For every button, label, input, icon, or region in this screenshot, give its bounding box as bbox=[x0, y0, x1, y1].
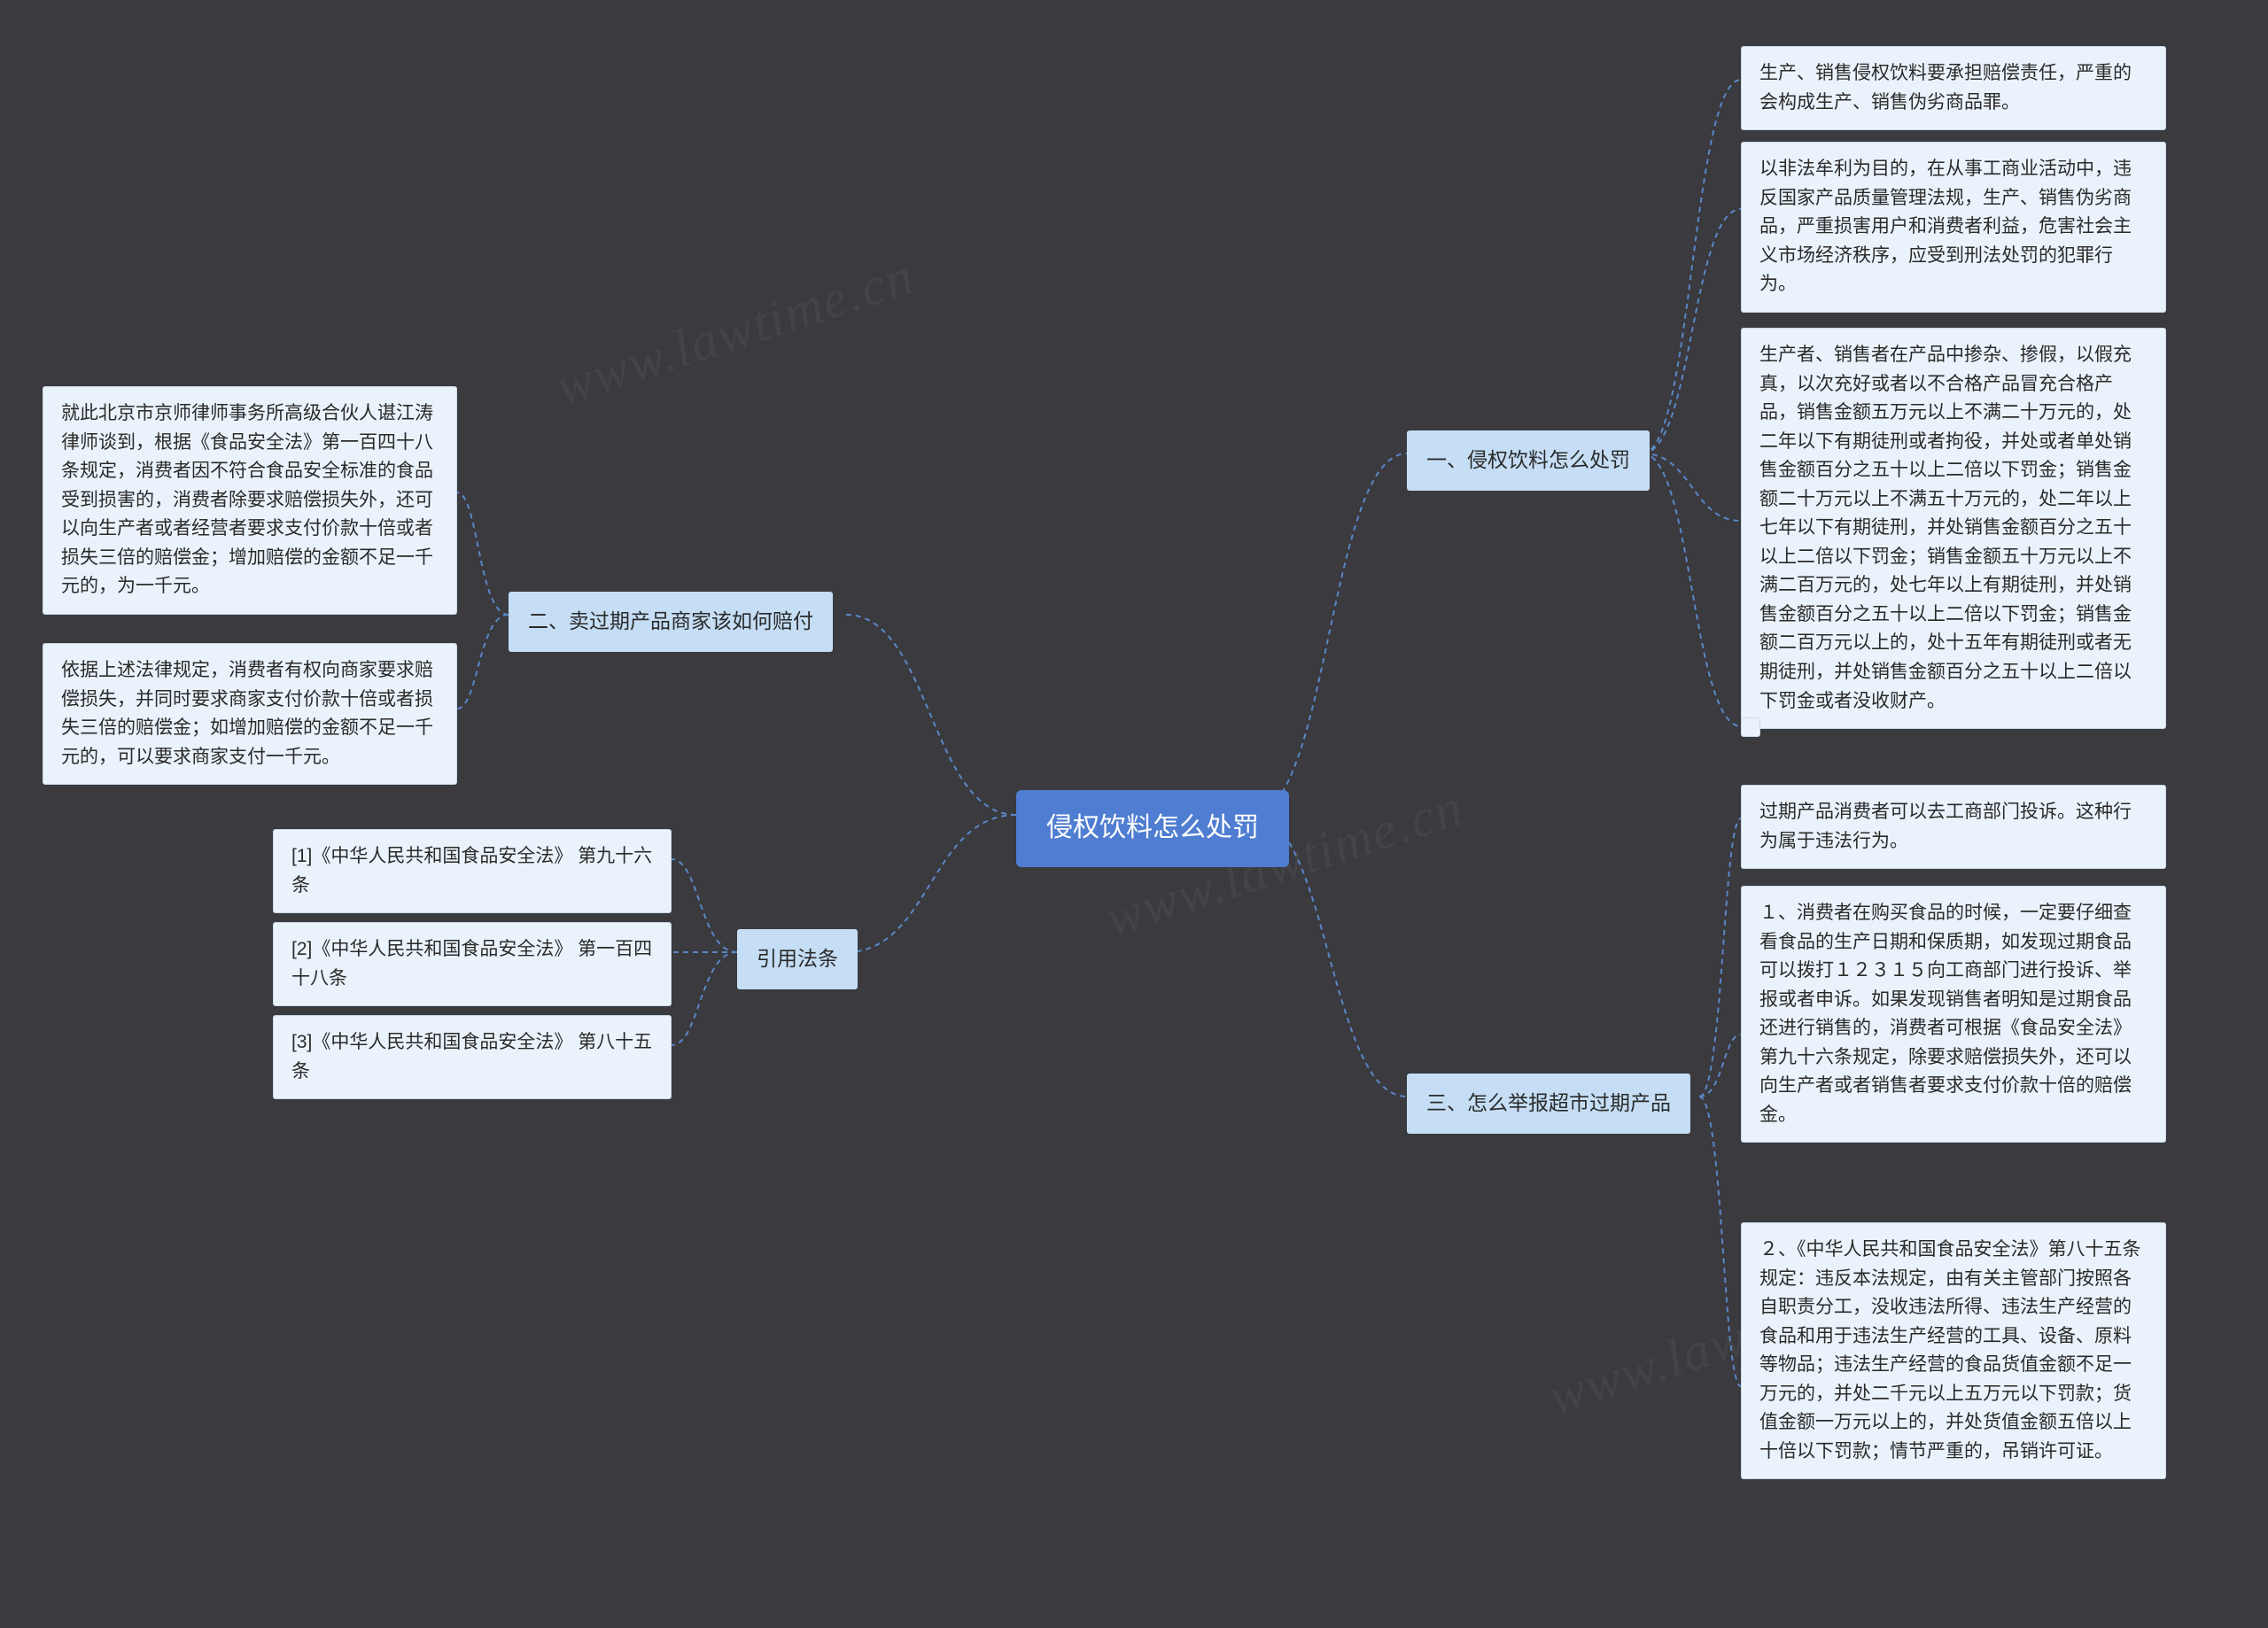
watermark: www.lawtime.cn bbox=[549, 245, 922, 418]
branch-1[interactable]: 一、侵权饮料怎么处罚 bbox=[1407, 430, 1650, 491]
branch-4[interactable]: 引用法条 bbox=[737, 929, 858, 989]
leaf-b2-1[interactable]: 就此北京市京师律师事务所高级合伙人谌江涛律师谈到，根据《食品安全法》第一百四十八… bbox=[43, 386, 457, 615]
branch-2[interactable]: 二、卖过期产品商家该如何赔付 bbox=[509, 592, 833, 652]
leaf-b1-3[interactable]: 生产者、销售者在产品中掺杂、掺假，以假充真，以次充好或者以不合格产品冒充合格产品… bbox=[1741, 328, 2166, 729]
root-node[interactable]: 侵权饮料怎么处罚 bbox=[1016, 790, 1289, 867]
leaf-b3-2[interactable]: １、消费者在购买食品的时候，一定要仔细查看食品的生产日期和保质期，如发现过期食品… bbox=[1741, 886, 2166, 1143]
leaf-b4-1[interactable]: [1]《中华人民共和国食品安全法》 第九十六条 bbox=[273, 829, 672, 913]
branch-3[interactable]: 三、怎么举报超市过期产品 bbox=[1407, 1074, 1690, 1134]
leaf-b3-1[interactable]: 过期产品消费者可以去工商部门投诉。这种行为属于违法行为。 bbox=[1741, 785, 2166, 869]
leaf-b1-empty[interactable] bbox=[1741, 717, 1760, 737]
leaf-b1-2[interactable]: 以非法牟利为目的，在从事工商业活动中，违反国家产品质量管理法规，生产、销售伪劣商… bbox=[1741, 142, 2166, 313]
leaf-b1-1[interactable]: 生产、销售侵权饮料要承担赔偿责任，严重的会构成生产、销售伪劣商品罪。 bbox=[1741, 46, 2166, 130]
leaf-b3-3[interactable]: ２、《中华人民共和国食品安全法》第八十五条规定：违反本法规定，由有关主管部门按照… bbox=[1741, 1222, 2166, 1479]
leaf-b2-2[interactable]: 依据上述法律规定，消费者有权向商家要求赔偿损失，并同时要求商家支付价款十倍或者损… bbox=[43, 643, 457, 785]
leaf-b4-3[interactable]: [3]《中华人民共和国食品安全法》 第八十五条 bbox=[273, 1015, 672, 1099]
leaf-b4-2[interactable]: [2]《中华人民共和国食品安全法》 第一百四十八条 bbox=[273, 922, 672, 1006]
